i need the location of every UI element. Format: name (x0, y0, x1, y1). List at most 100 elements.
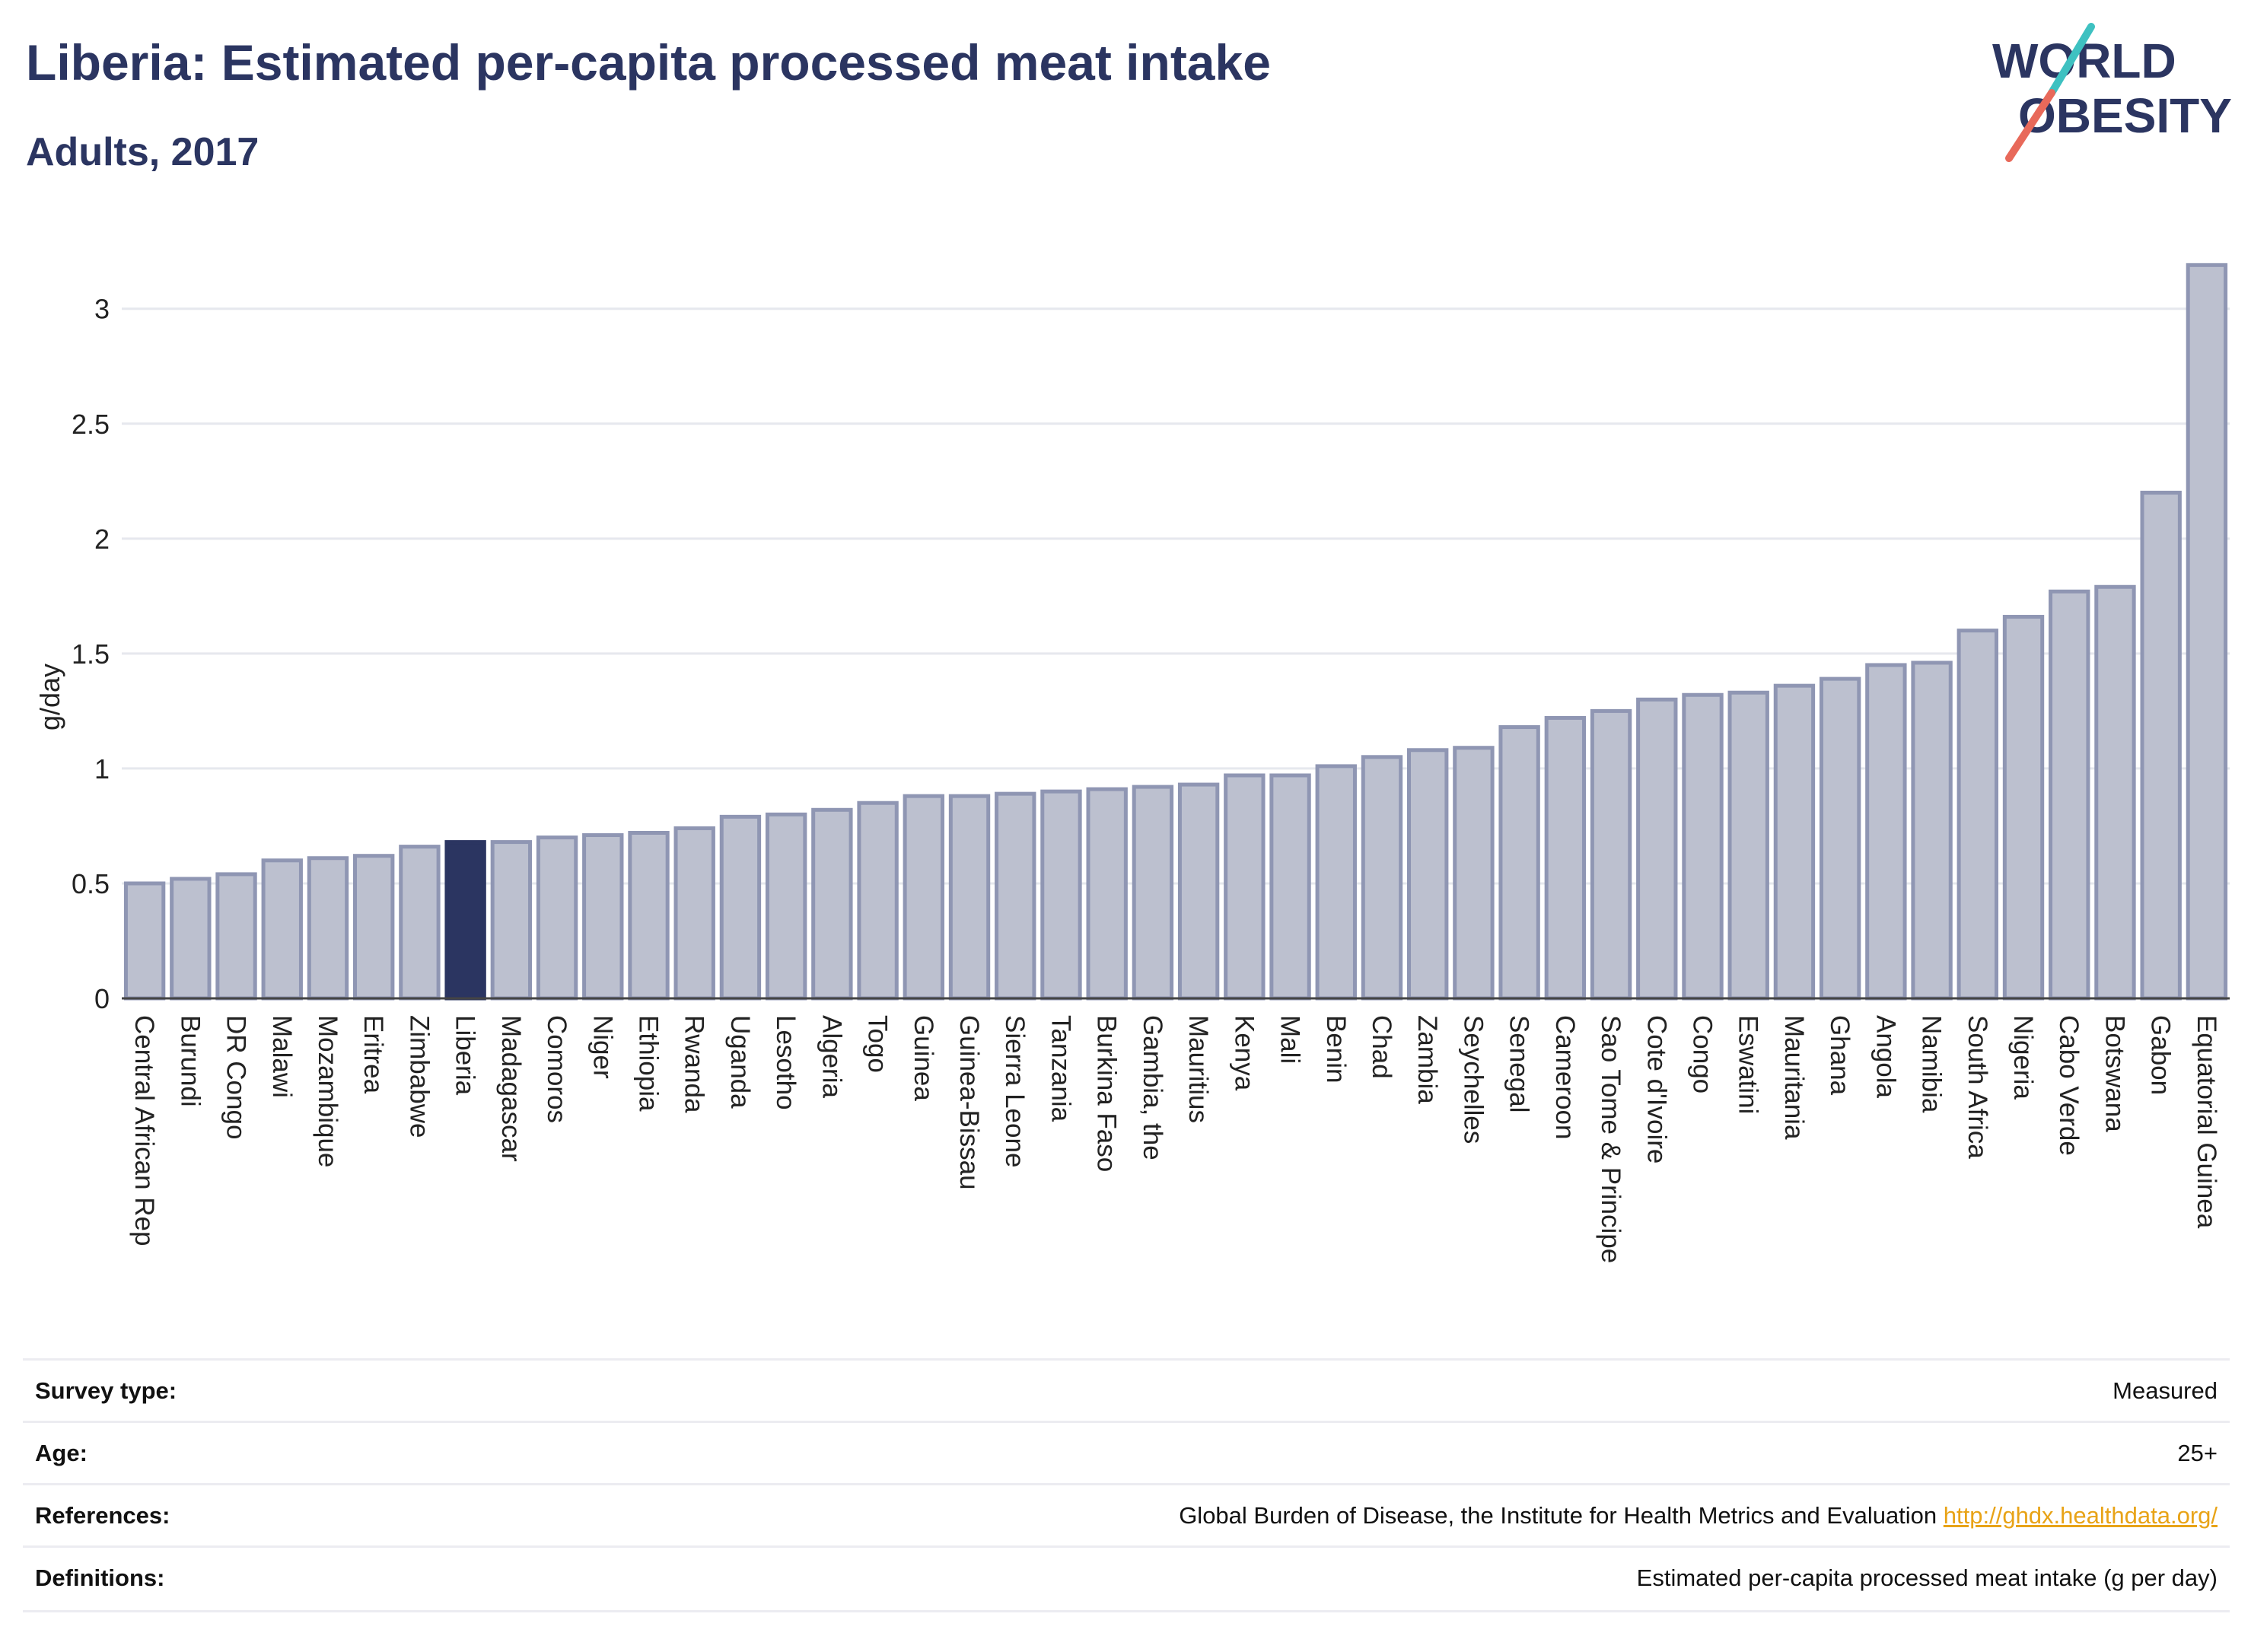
x-tick-label: South Africa (1963, 1015, 1992, 1159)
meta-label: Age: (35, 1440, 88, 1466)
bar (1911, 660, 1953, 1001)
bar (170, 877, 212, 1001)
bar (399, 845, 441, 1001)
x-tick-label: Burundi (175, 1015, 205, 1107)
bar (903, 794, 944, 1001)
y-tick-label: 1 (94, 753, 110, 785)
bar (1132, 785, 1174, 1001)
x-tick-label: Ghana (1825, 1015, 1855, 1096)
bar (1590, 708, 1632, 1001)
meta-value-group: Global Burden of Disease, the Institute … (1179, 1502, 2218, 1529)
x-tick-label: Comoros (542, 1015, 572, 1123)
x-tick-label: Malawi (267, 1015, 297, 1098)
bar (1315, 764, 1357, 1001)
bar (490, 840, 533, 1001)
x-tick-label: Sierra Leone (1000, 1015, 1030, 1167)
x-tick-label: Rwanda (680, 1015, 709, 1113)
chart-subtitle: Adults, 2017 (26, 130, 259, 174)
meta-value: Global Burden of Disease, the Institute … (1179, 1502, 1944, 1529)
bar (995, 791, 1036, 1001)
bar (2140, 490, 2182, 1001)
bar (1956, 629, 1998, 1001)
bar (1636, 697, 1678, 1001)
x-tick-label: Botswana (2100, 1015, 2129, 1132)
logo-slash-top (2048, 23, 2095, 97)
x-tick-label: Guinea-Bissau (954, 1015, 984, 1190)
bar (1086, 787, 1128, 1001)
bar (1361, 755, 1403, 1001)
x-tick-label: Benin (1321, 1015, 1351, 1084)
x-tick-label: Burkina Faso (1092, 1015, 1122, 1172)
x-tick-label: Cote d'Ivoire (1641, 1015, 1671, 1163)
x-tick-label: Uganda (725, 1015, 755, 1109)
bar (1773, 683, 1816, 1001)
bar (582, 833, 624, 1001)
bar (1269, 773, 1311, 1001)
x-tick-label: Namibia (1917, 1015, 1947, 1113)
meta-value: Measured (2113, 1377, 2218, 1404)
x-tick-label: Guinea (909, 1015, 938, 1101)
bar (1819, 676, 1861, 1001)
bar (719, 814, 762, 1001)
x-tick-label: Lesotho (771, 1015, 801, 1110)
bar (765, 812, 807, 1001)
x-tick-label: Equatorial Guinea (2192, 1015, 2221, 1229)
x-tick-label: Senegal (1504, 1015, 1534, 1112)
y-tick-label: 0.5 (72, 868, 110, 899)
bar (536, 836, 578, 1001)
bar-highlight (444, 840, 486, 1001)
meta-row-references: References: Global Burden of Disease, th… (23, 1483, 2230, 1548)
bar (1407, 748, 1449, 1001)
bar (2049, 589, 2090, 1001)
x-tick-label: Sao Tome & Principe (1596, 1015, 1625, 1263)
x-tick-label: Eswatini (1734, 1015, 1763, 1114)
y-tick-label: 3 (94, 294, 110, 325)
y-tick-label: 2 (94, 524, 110, 555)
reference-link[interactable]: http://ghdx.healthdata.org/ (1943, 1502, 2218, 1529)
bar (1727, 690, 1769, 1001)
y-tick-label: 0 (94, 983, 110, 1014)
meta-value: Estimated per-capita processed meat inta… (1636, 1564, 2218, 1591)
meta-value: 25+ (2177, 1440, 2218, 1466)
logo-slash-bottom (2005, 89, 2055, 162)
x-tick-label: Mozambique (313, 1015, 342, 1167)
bar (1453, 746, 1495, 1001)
x-tick-label: Nigeria (2008, 1015, 2038, 1100)
x-tick-label: Mauritania (1779, 1015, 1809, 1140)
x-tick-label: Angola (1871, 1015, 1900, 1099)
logo-line2: OBESITY (2018, 88, 2232, 143)
x-tick-label: Seychelles (1458, 1015, 1488, 1144)
x-tick-label: Gambia, the (1138, 1015, 1167, 1160)
bar (215, 872, 257, 1001)
bar (1040, 789, 1082, 1001)
x-tick-label: Cameroon (1550, 1015, 1580, 1139)
x-tick-label: Gabon (2146, 1015, 2176, 1095)
bar (1224, 773, 1266, 1001)
meta-label: Survey type: (35, 1377, 177, 1404)
bar (1544, 715, 1587, 1001)
x-tick-label: Central African Rep (129, 1015, 159, 1246)
x-tick-label: DR Congo (221, 1015, 251, 1139)
x-tick-label: Chad (1367, 1015, 1396, 1079)
x-tick-label: Niger (587, 1015, 617, 1079)
x-tick-label: Cabo Verde (2054, 1015, 2084, 1156)
bar (2002, 615, 2045, 1001)
bar (1865, 663, 1907, 1001)
meta-label: References: (35, 1502, 170, 1529)
bar-chart: 0 0.5 1 1.5 2 2.5 3 Central African Rep Burundi D… (34, 263, 2230, 1263)
x-tick-label: Zimbabwe (404, 1015, 434, 1138)
bar (811, 807, 853, 1001)
x-tick-label: Mali (1275, 1015, 1305, 1064)
bar (353, 854, 395, 1001)
y-tick-label: 1.5 (72, 638, 110, 670)
x-tick-label: Liberia (451, 1015, 480, 1096)
world-obesity-logo: WORLD OBESITY (1992, 23, 2232, 162)
bar (1682, 692, 1724, 1001)
y-tick-label: 2.5 (72, 409, 110, 440)
bar (1177, 782, 1220, 1001)
axes: 0 0.5 1 1.5 2 2.5 3 Central African Rep Burundi D… (72, 294, 2230, 1263)
y-axis-label: g/day (34, 664, 65, 731)
meta-row-age: Age: 25+ (23, 1421, 2230, 1485)
bar (1498, 725, 1540, 1001)
bar (123, 881, 166, 1001)
